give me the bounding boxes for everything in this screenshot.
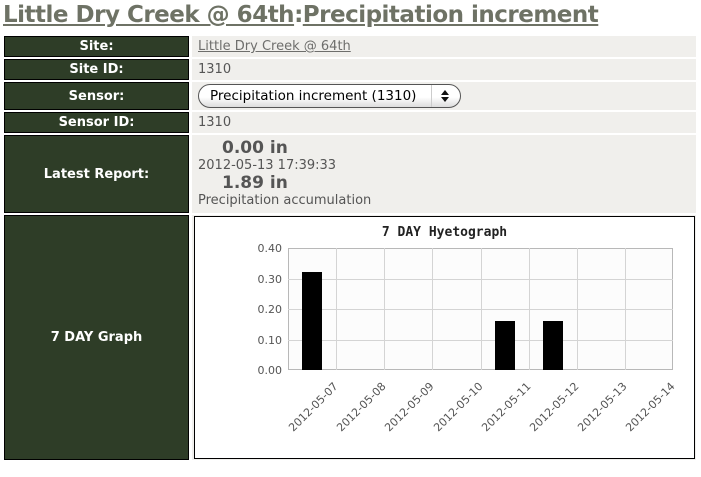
graph-label: 7 DAY Graph: [4, 215, 189, 460]
table-row-sensor: Sensor: Precipitation increment (1310): [4, 82, 696, 110]
sensor-cell: Precipitation increment (1310): [192, 82, 696, 110]
report-timestamp: 2012-05-13 17:39:33: [198, 158, 337, 173]
select-stepper-icon: [431, 85, 458, 107]
table-row-graph: 7 DAY Graph 7 DAY Hyetograph 0.00 0.10 0.2…: [4, 215, 696, 460]
y-axis-tick-label: 0.00: [257, 364, 283, 377]
table-row-site: Site: Little Dry Creek @ 64th: [4, 36, 696, 57]
y-axis-tick-label: 0.10: [257, 333, 283, 347]
hyetograph-chart: 7 DAY Hyetograph 0.00 0.10 0.20 0.30 0.40 201…: [194, 216, 695, 459]
y-axis-tick-label: 0.40: [257, 242, 283, 255]
site-title-link[interactable]: Little Dry Creek @ 64th: [3, 2, 295, 28]
site-label: Site:: [4, 36, 189, 57]
sensor-label: Sensor:: [4, 82, 189, 110]
table-row-sensor-id: Sensor ID: 1310: [4, 112, 696, 133]
sensor-id-label: Sensor ID:: [4, 112, 189, 133]
sensor-id-value: 1310: [192, 112, 696, 133]
v-gridline: [577, 248, 578, 370]
h-gridline: [288, 279, 673, 280]
site-id-label: Site ID:: [4, 59, 189, 80]
site-link[interactable]: Little Dry Creek @ 64th: [198, 39, 351, 54]
increment-value: 0.00 in: [222, 138, 288, 158]
v-gridline: [384, 248, 385, 370]
chart-bar: [302, 272, 322, 370]
v-gridline: [625, 248, 626, 370]
latest-report-label: Latest Report:: [4, 135, 189, 213]
arrow-up-icon: [441, 90, 449, 95]
sensor-title-link[interactable]: Precipitation increment: [302, 2, 599, 28]
sensor-select[interactable]: Precipitation increment (1310): [198, 84, 461, 108]
v-gridline: [432, 248, 433, 370]
title-separator: :: [294, 2, 303, 28]
table-row-latest-report: Latest Report: 0.00 in 2012-05-13 17:39:…: [4, 135, 696, 213]
v-gridline: [529, 248, 530, 370]
site-info-table: Site: Little Dry Creek @ 64th Site ID: 1…: [1, 34, 699, 462]
sensor-select-value: Precipitation increment (1310): [210, 88, 417, 104]
page-title: Little Dry Creek @ 64th:Precipitation in…: [3, 2, 701, 28]
h-gridline: [288, 340, 673, 341]
arrow-down-icon: [441, 97, 449, 102]
chart-bar: [543, 321, 563, 370]
table-row-site-id: Site ID: 1310: [4, 59, 696, 80]
v-gridline: [336, 248, 337, 370]
chart-bar: [495, 321, 515, 370]
chart-title: 7 DAY Hyetograph: [381, 225, 508, 240]
latest-report-cell: 0.00 in 2012-05-13 17:39:33 1.89 in Prec…: [192, 135, 696, 213]
graph-cell: 7 DAY Hyetograph 0.00 0.10 0.20 0.30 0.40 201…: [192, 215, 696, 460]
site-value: Little Dry Creek @ 64th: [192, 36, 696, 57]
accumulation-value: 1.89 in: [222, 173, 288, 193]
v-gridline: [481, 248, 482, 370]
site-id-value: 1310: [192, 59, 696, 80]
y-axis-tick-label: 0.20: [257, 303, 283, 316]
y-axis-tick-label: 0.30: [257, 272, 283, 286]
h-gridline: [288, 309, 673, 310]
accumulation-caption: Precipitation accumulation: [198, 193, 372, 208]
